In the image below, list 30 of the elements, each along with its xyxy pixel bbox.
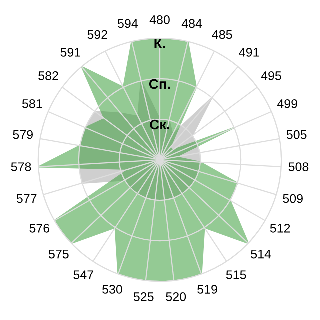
spoke-label: 525: [134, 292, 154, 302]
spoke-label: 578: [11, 162, 32, 172]
spoke-label: 515: [226, 270, 246, 280]
spoke-label: 594: [118, 19, 138, 28]
spoke-label: 509: [283, 194, 303, 204]
spoke-label: 495: [261, 72, 282, 80]
y-tick-label: Сп.: [149, 79, 170, 90]
spoke-label: 582: [38, 72, 58, 80]
spoke-label: 520: [166, 292, 186, 302]
y-tick-label: Ск.: [150, 120, 170, 130]
spoke-label: 579: [13, 130, 33, 140]
spoke-label: 480: [150, 16, 170, 24]
spoke-label: 547: [74, 270, 94, 280]
spoke-label: 519: [198, 285, 218, 294]
spoke-label: 591: [60, 48, 80, 57]
spoke-label: 576: [30, 224, 50, 233]
spoke-label: 530: [102, 285, 122, 294]
spoke-label: 505: [286, 130, 307, 140]
spoke-label: 575: [48, 250, 69, 259]
spoke-label: 508: [288, 162, 309, 172]
spoke-label: 512: [270, 224, 290, 233]
spoke-label: 484: [182, 19, 202, 28]
spoke-label: 514: [251, 250, 272, 259]
spoke-label: 499: [277, 99, 298, 108]
spoke-label: 581: [22, 99, 42, 108]
spoke-label: 592: [88, 30, 108, 40]
spoke-label: 491: [239, 48, 260, 57]
spoke-label: 485: [212, 30, 232, 40]
spoke-label: 577: [16, 194, 37, 204]
y-tick-label: К.: [154, 38, 166, 48]
